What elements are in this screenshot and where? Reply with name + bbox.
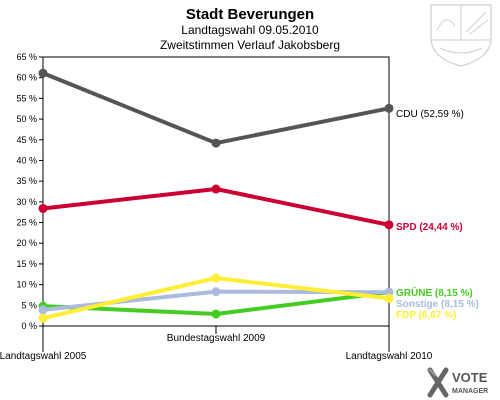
data-point-cdu <box>384 103 394 113</box>
y-tick-label: 35 % <box>16 176 37 186</box>
x-tick-label: Landtagswahl 2005 <box>0 351 87 362</box>
x-tick-label: Landtagswahl 2010 <box>346 351 433 362</box>
series-layer <box>38 68 394 323</box>
data-point-spd <box>38 203 48 213</box>
y-tick-label: 5 % <box>21 300 37 310</box>
data-point-sonstige <box>211 287 221 297</box>
y-tick-label: 40 % <box>16 155 37 165</box>
series-end-label-fdp: FDP (6,67 %) <box>396 310 456 321</box>
y-tick-label: 50 % <box>16 114 37 124</box>
y-tick-label: 0 % <box>21 321 37 331</box>
data-point-spd <box>384 220 394 230</box>
series-spd <box>38 184 394 230</box>
y-tick-label: 15 % <box>16 259 37 269</box>
x-tick-label: Bundestagswahl 2009 <box>167 333 266 344</box>
data-point-sonstige <box>38 305 48 315</box>
chart-title: Stadt Beverungen <box>186 6 314 23</box>
nrw-coat-of-arms-icon <box>430 4 492 67</box>
series-line-spd <box>42 187 390 227</box>
series-end-label-gruene: GRÜNE (8,15 %) <box>396 286 473 299</box>
series-end-label-cdu: CDU (52,59 %) <box>396 109 464 120</box>
vote-manager-brand: VOTE <box>452 370 488 385</box>
series-fdp <box>38 273 394 323</box>
y-tick-label: 30 % <box>16 197 37 207</box>
series-label-layer: CDU (52,59 %) SPD (24,44 %) GRÜNE (8,15 %)… <box>396 109 479 321</box>
chart-subtitle-election: Landtagswahl 09.05.2010 <box>181 23 319 37</box>
data-point-fdp <box>38 313 48 323</box>
vote-manager-logo: VOTE MANAGER <box>427 367 488 398</box>
series-line-cdu <box>42 71 390 146</box>
y-tick-label: 20 % <box>16 238 37 248</box>
vote-manager-subbrand: MANAGER <box>452 388 488 395</box>
series-end-label-spd: SPD (24,44 %) <box>396 222 463 233</box>
data-point-cdu <box>38 68 48 78</box>
data-point-gruene <box>211 309 221 319</box>
chart-subtitle-description: Zweitstimmen Verlauf Jakobsberg <box>160 38 340 52</box>
data-point-spd <box>211 184 221 194</box>
data-point-cdu <box>211 138 221 148</box>
x-axis: Landtagswahl 2005 Bundestagswahl 2009 Land… <box>0 326 433 362</box>
y-tick-label: 25 % <box>16 218 37 228</box>
y-tick-label: 10 % <box>16 280 37 290</box>
series-end-label-sonstige: Sonstige (8,15 %) <box>396 299 479 310</box>
data-point-fdp <box>384 293 394 303</box>
vote-manager-x-icon <box>427 367 449 398</box>
y-tick-label: 55 % <box>16 93 37 103</box>
y-tick-label: 45 % <box>16 135 37 145</box>
y-axis: 0 % 5 % 10 % 15 % 20 % 25 % 30 % 35 % 40 % 45 % 50… <box>16 52 43 331</box>
y-tick-label: 60 % <box>16 73 37 83</box>
series-cdu <box>38 68 394 148</box>
data-point-fdp <box>211 273 221 283</box>
y-tick-label: 65 % <box>16 52 37 62</box>
